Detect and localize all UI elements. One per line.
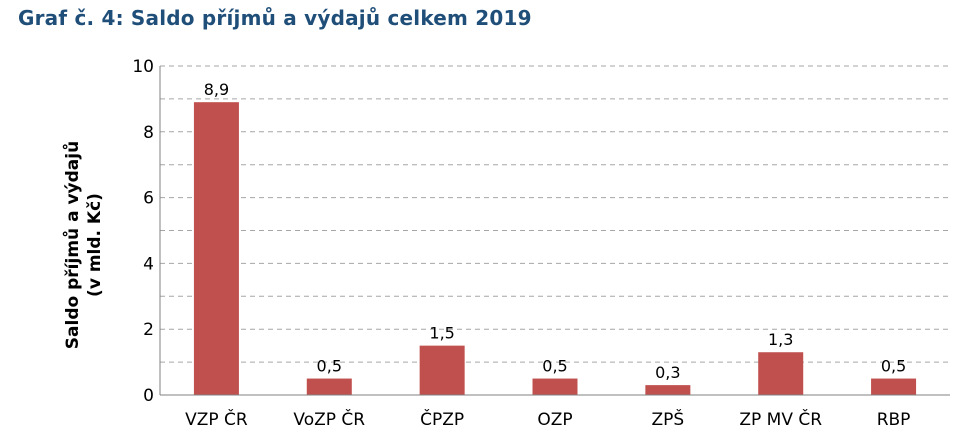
bar (193, 102, 239, 395)
data-label: 1,3 (768, 330, 793, 349)
data-label: 1,5 (429, 324, 454, 343)
data-label: 8,9 (204, 80, 229, 99)
bar (758, 352, 804, 395)
data-label: 0,5 (317, 357, 342, 376)
grid-lines (160, 65, 950, 363)
bars (193, 102, 917, 395)
data-label: 0,5 (542, 357, 567, 376)
y-tick-label: 4 (143, 254, 154, 274)
y-tick-label: 2 (143, 320, 154, 340)
chart-title: Graf č. 4: Saldo příjmů a výdajů celkem … (18, 6, 532, 30)
x-tick-label: VoZP ČR (293, 408, 365, 430)
y-tick-label: 0 (143, 386, 154, 406)
bar (645, 385, 691, 395)
x-tick-label: ZP MV ČR (739, 408, 822, 430)
data-labels: 8,9 0,5 1,5 0,5 0,3 1,3 0,5 (204, 80, 907, 382)
y-tick-labels: 0 2 4 6 8 10 (132, 57, 154, 406)
axes (159, 66, 950, 396)
data-label: 0,3 (655, 363, 680, 382)
y-axis-label: Saldo příjmů a výdajů (61, 141, 83, 349)
x-tick-label: VZP ČR (185, 408, 248, 430)
y-tick-label: 8 (143, 123, 154, 143)
x-tick-label: OZP (537, 410, 572, 430)
data-label: 0,5 (881, 357, 906, 376)
bar (419, 345, 465, 395)
x-tick-label: RBP (877, 410, 911, 430)
bar (532, 378, 578, 395)
bar (306, 378, 352, 395)
x-tick-label: ZPŠ (652, 408, 685, 430)
x-tick-label: ČPZP (420, 408, 464, 430)
y-tick-label: 6 (143, 189, 154, 209)
y-axis-label-unit: (v mld. Kč) (85, 193, 105, 297)
bar (871, 378, 917, 395)
y-tick-label: 10 (132, 57, 154, 77)
x-tick-labels: VZP ČR VoZP ČR ČPZP OZP ZPŠ ZP MV ČR RBP (185, 408, 910, 430)
